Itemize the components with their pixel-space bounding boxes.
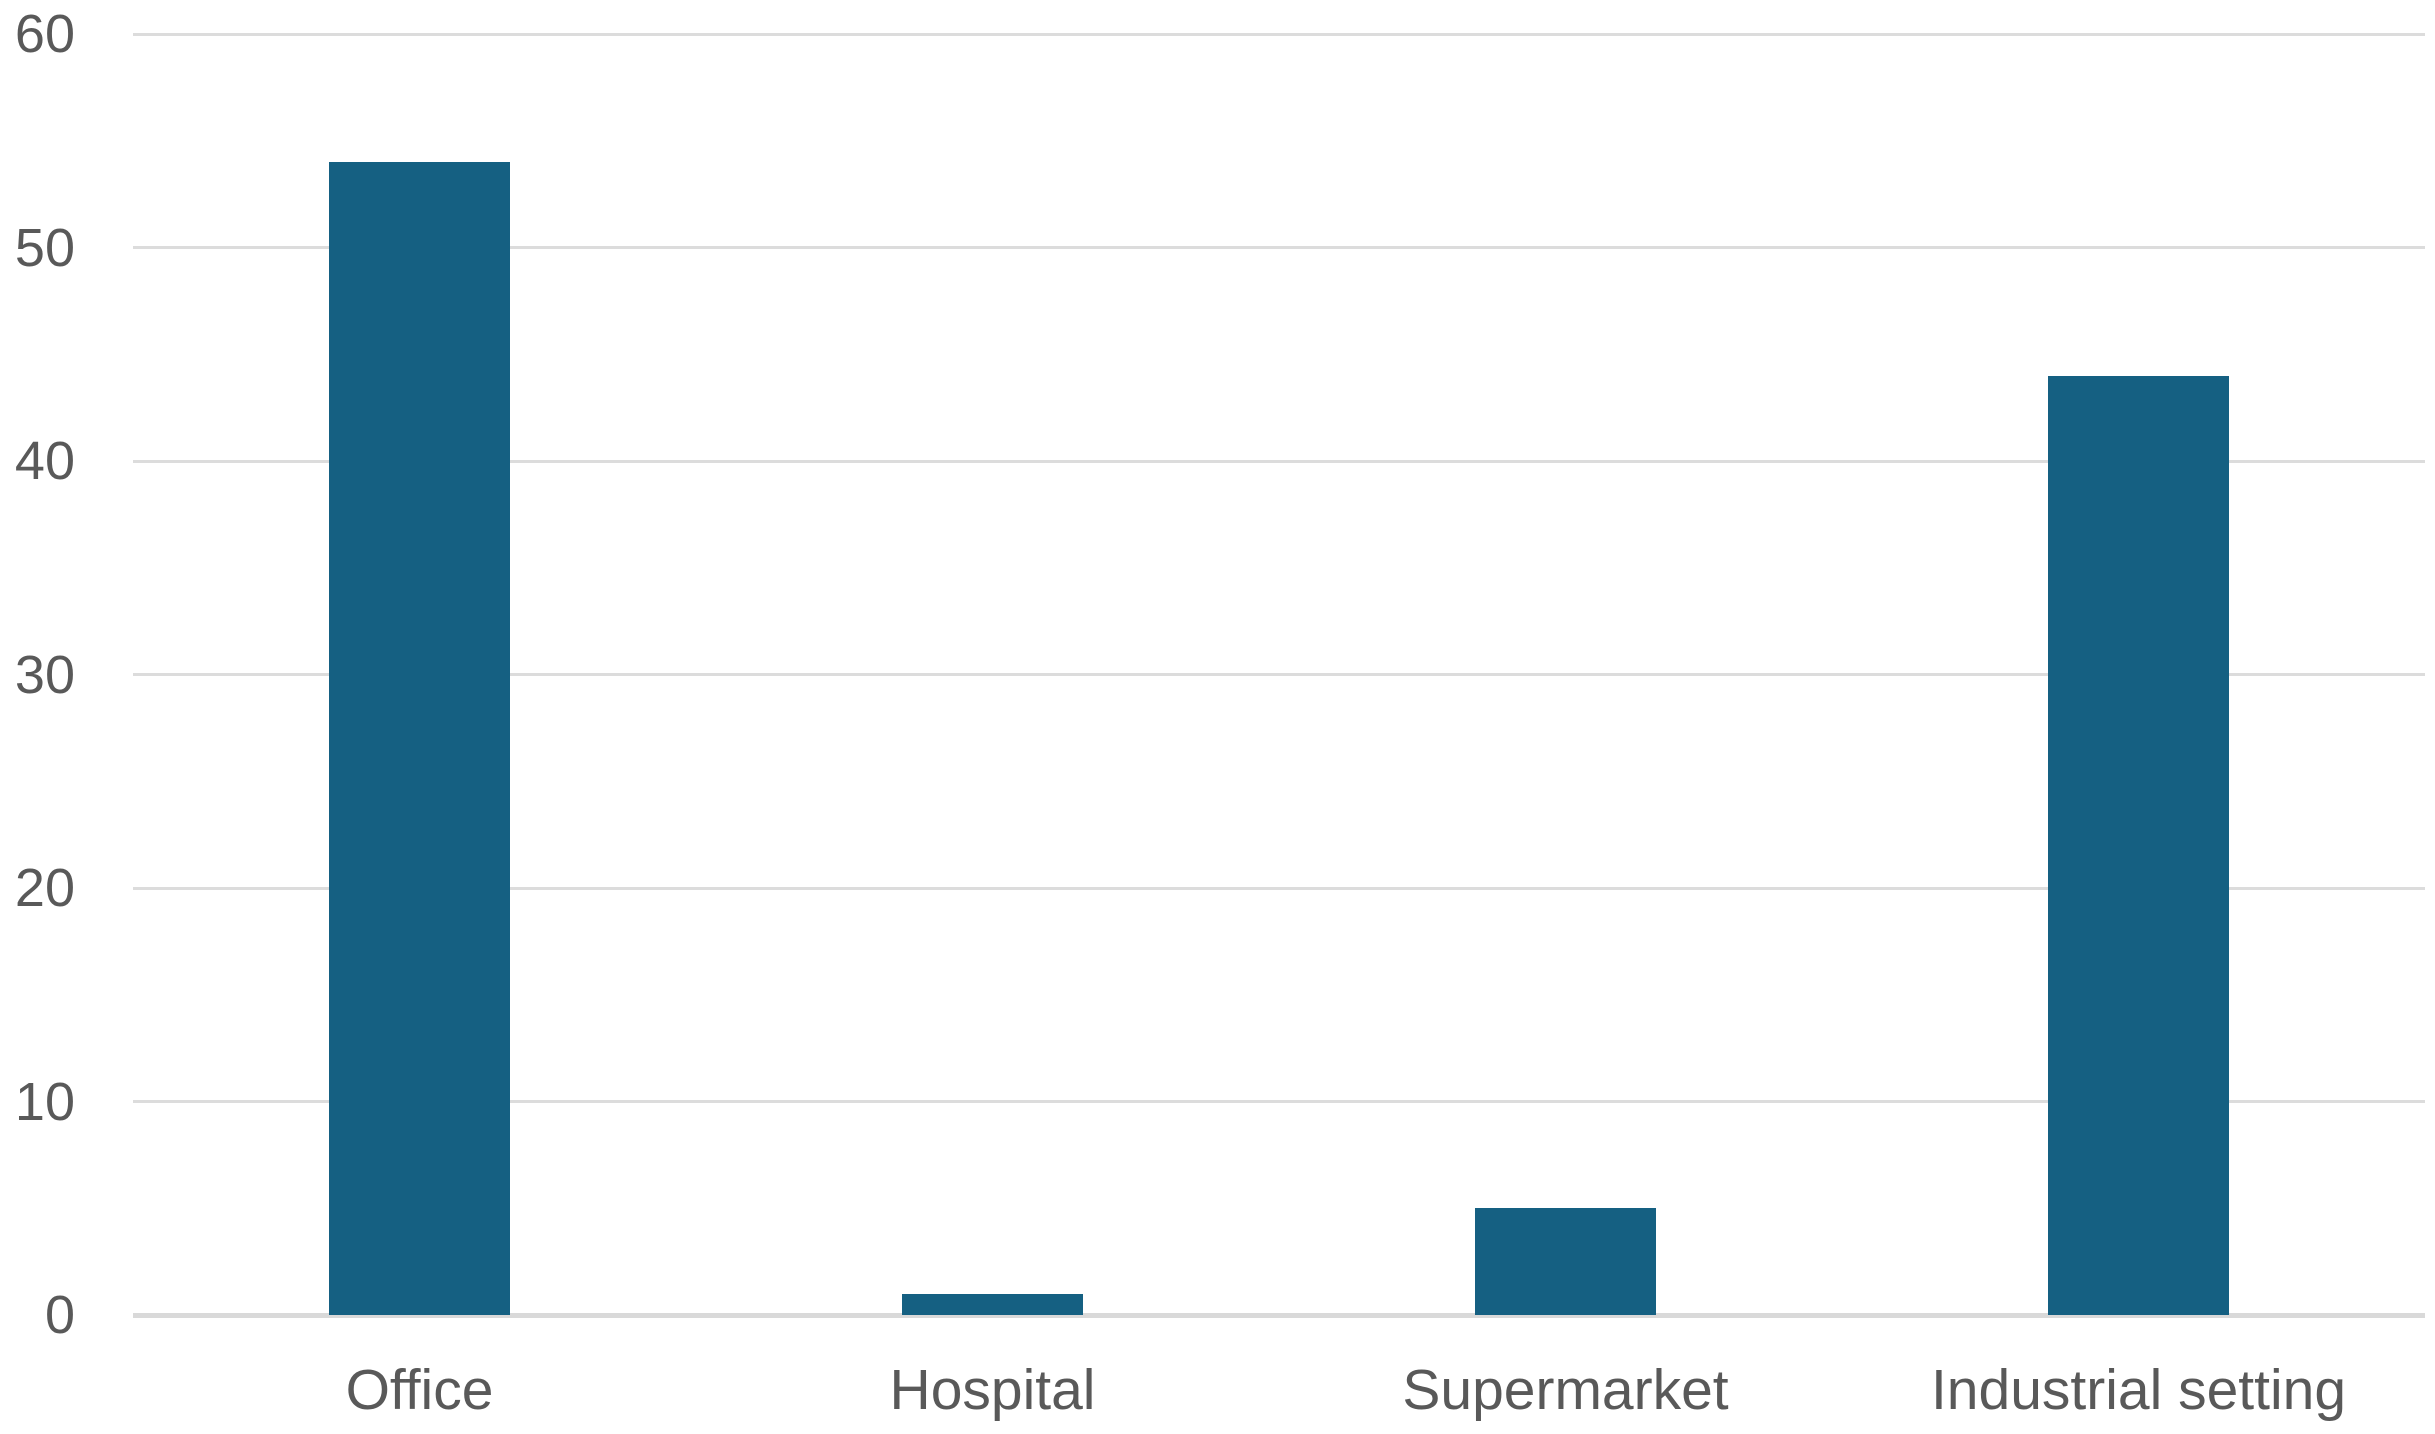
gridline: [133, 459, 2425, 463]
y-axis-tick-label: 50: [14, 217, 75, 278]
x-axis-category-label: Office: [345, 1358, 494, 1422]
bar-supermarket: [1475, 1208, 1656, 1315]
y-axis-tick-label: 40: [14, 431, 75, 491]
x-axis-category-label: Industrial setting: [1930, 1358, 2347, 1422]
x-axis-category-label: Hospital: [889, 1358, 1096, 1422]
y-axis-tick-label: 30: [14, 644, 75, 705]
y-axis-tick-label: 0: [44, 1285, 75, 1345]
bar-hospital: [902, 1293, 1083, 1315]
plot-area: [133, 32, 2425, 1318]
y-axis-tick-label: 20: [14, 858, 75, 918]
gridline: [133, 32, 2425, 36]
bar-industrial-setting: [2048, 375, 2229, 1315]
gridline: [133, 673, 2425, 676]
gridline: [133, 246, 2425, 249]
gridline: [133, 886, 2425, 890]
x-axis-category-label: Supermarket: [1402, 1358, 1729, 1422]
gridline: [133, 1100, 2425, 1103]
y-axis-tick-label: 60: [14, 4, 75, 64]
bar-office: [329, 162, 510, 1315]
x-axis-line: [133, 1313, 2425, 1318]
y-axis-tick-label: 10: [14, 1071, 75, 1132]
